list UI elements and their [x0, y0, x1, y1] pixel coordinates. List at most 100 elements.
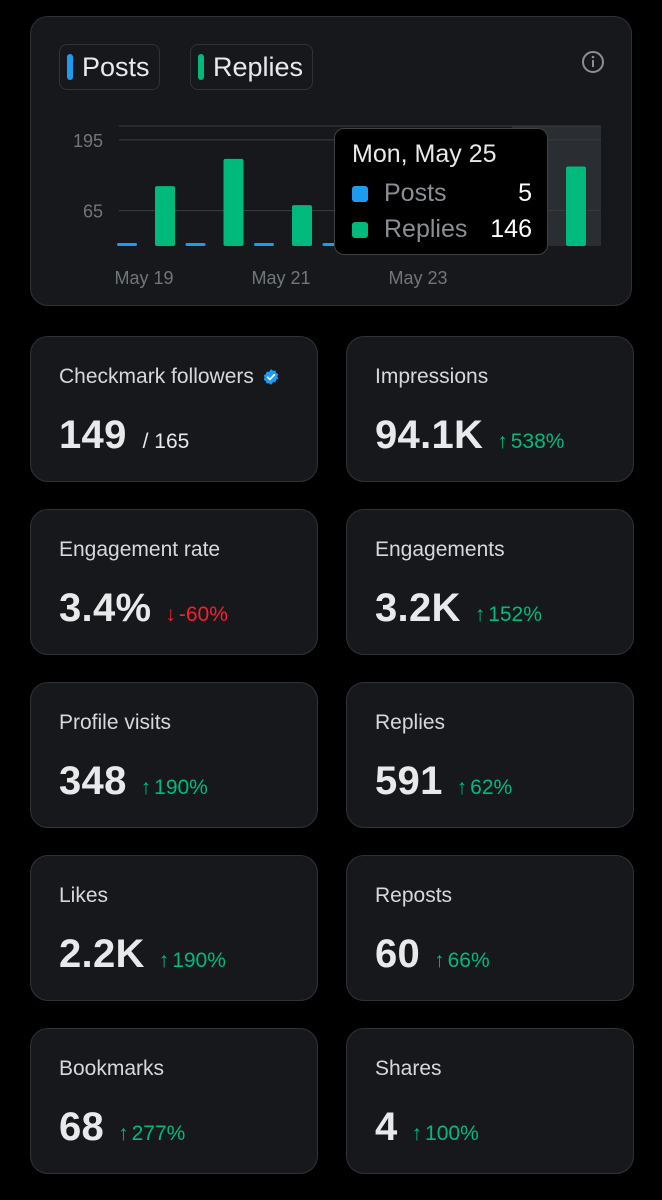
stat-change-value: 152%	[488, 603, 542, 626]
stat-label-text: Shares	[375, 1057, 442, 1080]
info-icon[interactable]	[580, 49, 606, 75]
stat-label: Reposts	[375, 884, 452, 908]
stat-value: 3.4%	[59, 586, 152, 630]
stat-card-likes[interactable]: Likes 2.2K ↑ 190%	[30, 855, 318, 1001]
stat-label: Profile visits	[59, 711, 171, 735]
stat-label-text: Impressions	[375, 365, 489, 388]
chart-tooltip: Mon, May 25 Posts 5 Replies 146	[334, 128, 548, 255]
stat-card-profile-visits[interactable]: Profile visits 348 ↑ 190%	[30, 682, 318, 828]
x-tick-label: May 19	[114, 268, 173, 288]
posts-bar	[185, 243, 206, 246]
stat-label: Replies	[375, 711, 445, 735]
tooltip-posts-row: Posts 5	[352, 179, 532, 209]
stat-change: ↑ 190%	[159, 949, 226, 973]
stat-label: Bookmarks	[59, 1057, 164, 1081]
stat-value-row: 348 ↑ 190%	[59, 759, 208, 804]
stat-change: ↓ -60%	[165, 603, 228, 627]
stat-change: ↑ 66%	[434, 949, 490, 973]
stat-card-shares[interactable]: Shares 4 ↑ 100%	[346, 1028, 634, 1174]
replies-bar	[292, 205, 312, 246]
stat-value-row: 94.1K ↑ 538%	[375, 413, 564, 458]
stat-card-engagement-rate[interactable]: Engagement rate 3.4% ↓ -60%	[30, 509, 318, 655]
stat-change: ↑ 100%	[412, 1122, 479, 1146]
stat-change-value: 100%	[425, 1122, 479, 1145]
stat-label-text: Reposts	[375, 884, 453, 907]
arrow-up-icon: ↑	[456, 776, 468, 799]
stat-value: 591	[375, 759, 443, 803]
posts-swatch	[67, 54, 73, 80]
stat-card-engagements[interactable]: Engagements 3.2K ↑ 152%	[346, 509, 634, 655]
stat-change: ↑ 277%	[118, 1122, 185, 1146]
posts-bar	[254, 243, 274, 246]
stat-value-row: 60 ↑ 66%	[375, 932, 490, 977]
stat-change-value: 66%	[447, 949, 490, 972]
stat-label-text: Profile visits	[59, 711, 172, 734]
stat-card-checkmark-followers[interactable]: Checkmark followers 149 / 165	[30, 336, 318, 482]
tooltip-posts-value: 5	[518, 179, 532, 207]
stat-label-text: Bookmarks	[59, 1057, 165, 1080]
stat-label: Checkmark followers	[59, 365, 280, 389]
arrow-up-icon: ↑	[411, 1122, 423, 1145]
replies-bar	[155, 186, 175, 246]
arrow-up-icon: ↑	[140, 776, 152, 799]
y-tick-label: 65	[83, 202, 103, 222]
activity-chart-card: Posts Replies 65 195 May 19 May 21 May 23 Mo…	[30, 16, 632, 306]
stat-value-row: 3.4% ↓ -60%	[59, 586, 228, 631]
stat-label-text: Checkmark followers	[59, 365, 254, 388]
stat-label: Impressions	[375, 365, 488, 389]
legend-replies-toggle[interactable]: Replies	[190, 44, 314, 90]
tooltip-replies-swatch	[352, 222, 368, 238]
stat-total: / 165	[142, 430, 190, 453]
stat-change: ↑ 152%	[475, 603, 542, 627]
stat-label: Engagements	[375, 538, 505, 562]
tooltip-posts-swatch	[352, 186, 368, 202]
stat-change: ↑ 538%	[497, 430, 564, 454]
y-tick-label: 195	[73, 131, 103, 151]
arrow-up-icon: ↑	[118, 1122, 129, 1145]
stat-change-value: 190%	[172, 949, 226, 972]
replies-bar	[566, 166, 586, 246]
stat-value: 2.2K	[59, 932, 145, 976]
arrow-up-icon: ↑	[474, 603, 486, 626]
stat-value-row: 149 / 165	[59, 413, 189, 458]
stat-value: 60	[375, 932, 421, 976]
stat-label: Likes	[59, 884, 108, 908]
replies-bar	[223, 158, 244, 246]
tooltip-replies-label: Replies	[384, 215, 468, 243]
stat-value-row: 591 ↑ 62%	[375, 759, 512, 804]
stat-value-row: 2.2K ↑ 190%	[59, 932, 226, 977]
stat-value: 348	[59, 759, 127, 803]
stat-change-value: -60%	[178, 603, 228, 626]
tooltip-date: Mon, May 25	[352, 140, 497, 168]
stat-change-value: 62%	[470, 776, 513, 799]
legend-posts-toggle[interactable]: Posts	[59, 44, 160, 90]
tooltip-replies-value: 146	[490, 215, 532, 243]
arrow-up-icon: ↑	[497, 430, 508, 453]
stat-value: 3.2K	[375, 586, 461, 630]
stat-change: ↑ 62%	[457, 776, 513, 800]
stat-value: 94.1K	[375, 413, 484, 457]
stat-card-bookmarks[interactable]: Bookmarks 68 ↑ 277%	[30, 1028, 318, 1174]
stat-value-row: 68 ↑ 277%	[59, 1105, 185, 1150]
stat-card-reposts[interactable]: Reposts 60 ↑ 66%	[346, 855, 634, 1001]
x-tick-label: May 23	[388, 268, 447, 288]
stat-label-text: Likes	[59, 884, 109, 907]
legend-posts-label: Posts	[82, 51, 150, 82]
stat-card-replies[interactable]: Replies 591 ↑ 62%	[346, 682, 634, 828]
stat-value-row: 3.2K ↑ 152%	[375, 586, 542, 631]
arrow-down-icon: ↓	[165, 603, 176, 626]
stat-change-value: 277%	[131, 1122, 186, 1145]
stat-label: Engagement rate	[59, 538, 220, 562]
verified-badge-icon	[263, 369, 279, 385]
tooltip-posts-label: Posts	[384, 179, 447, 207]
arrow-up-icon: ↑	[158, 949, 170, 972]
x-tick-label: May 21	[251, 268, 310, 288]
stat-label-text: Engagements	[375, 538, 505, 561]
tooltip-replies-row: Replies 146	[352, 215, 532, 245]
arrow-up-icon: ↑	[434, 949, 445, 972]
stat-value-row: 4 ↑ 100%	[375, 1105, 479, 1150]
stat-change-value: 190%	[154, 776, 208, 799]
stat-label: Shares	[375, 1057, 442, 1081]
stat-value: 149	[59, 413, 127, 457]
stat-card-impressions[interactable]: Impressions 94.1K ↑ 538%	[346, 336, 634, 482]
